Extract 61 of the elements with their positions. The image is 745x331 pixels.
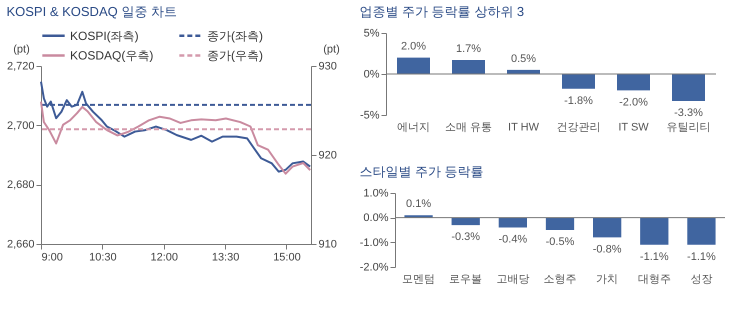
- x-tick-label: 고배당: [496, 274, 530, 286]
- data-label: 0.5%: [510, 52, 536, 65]
- y-tick-label: 1.0%: [363, 188, 389, 200]
- data-label: -0.3%: [451, 231, 480, 244]
- data-label: 0.1%: [406, 198, 432, 210]
- chart-title: 스타일별 주가 등락률: [359, 164, 484, 179]
- bar: [672, 74, 705, 102]
- bar: [562, 74, 595, 89]
- x-tick-label: 대형주: [638, 274, 671, 286]
- y-tick-label: -5%: [360, 110, 380, 122]
- bar: [452, 60, 485, 74]
- y-tick-label: 0%: [364, 68, 380, 80]
- y2-tick-label: 930: [318, 60, 337, 72]
- data-label: 1.7%: [456, 43, 482, 56]
- x-tick-label: 소매 유통: [444, 122, 492, 134]
- data-label: -1.1%: [687, 250, 716, 263]
- y-tick-label: -2.0%: [360, 262, 389, 274]
- y-tick-label: 5%: [364, 28, 380, 40]
- y-tick-label: 2,700: [6, 120, 34, 132]
- x-tick-label: 15:00: [273, 252, 301, 264]
- x-tick-label: 10:30: [89, 252, 117, 264]
- data-label: -3.3%: [674, 107, 704, 120]
- x-tick-label: 모멘텀: [402, 274, 436, 286]
- y-axis-title: (pt): [13, 44, 30, 56]
- chart-title: 업종별 주가 등락률 상하위 3: [359, 4, 524, 19]
- y-tick-label: 2,660: [6, 238, 34, 250]
- line-series: [40, 80, 312, 173]
- x-tick-label: 소형주: [544, 274, 576, 286]
- legend-label: 종가(좌측): [207, 28, 263, 43]
- data-label: -0.8%: [592, 243, 622, 256]
- y-tick-label: 2,720: [6, 60, 34, 72]
- y2-tick-label: 910: [318, 238, 337, 250]
- x-tick-label: 건강관리: [556, 122, 600, 134]
- y-tick-label: 2,680: [6, 179, 34, 192]
- data-label: 2.0%: [400, 40, 426, 53]
- x-tick-label: 에너지: [397, 122, 430, 134]
- x-tick-label: 유틸리티: [666, 122, 710, 134]
- y2-axis-title: (pt): [323, 44, 340, 56]
- y2-tick-label: 920: [318, 150, 337, 162]
- legend-label: KOSPI(좌측): [70, 28, 139, 43]
- bar: [397, 58, 430, 74]
- x-tick-label: 12:00: [150, 252, 178, 264]
- x-tick-label: IT HW: [508, 122, 540, 134]
- x-tick-label: 가치: [596, 274, 618, 286]
- line-series: [40, 100, 312, 175]
- legend-label: KOSDAQ(우측): [70, 48, 154, 62]
- data-label: -2.0%: [619, 96, 648, 108]
- data-label: -1.8%: [564, 94, 594, 107]
- chart-title: KOSPI & KOSDAQ 일중 차트: [6, 4, 177, 19]
- x-tick-label: 로우볼: [449, 274, 482, 286]
- y-tick-label: -1.0%: [360, 236, 389, 249]
- x-tick-label: IT SW: [618, 122, 650, 134]
- y-tick-label: 0.0%: [363, 212, 389, 224]
- data-label: -1.1%: [640, 250, 669, 263]
- x-tick-label: 13:30: [212, 252, 240, 264]
- bar: [617, 74, 650, 90]
- x-tick-label: 성장: [690, 274, 712, 286]
- x-tick-label: 9:00: [42, 252, 63, 264]
- data-label: -0.4%: [498, 234, 528, 246]
- data-label: -0.5%: [546, 236, 575, 248]
- legend-label: 종가(우측): [207, 48, 263, 62]
